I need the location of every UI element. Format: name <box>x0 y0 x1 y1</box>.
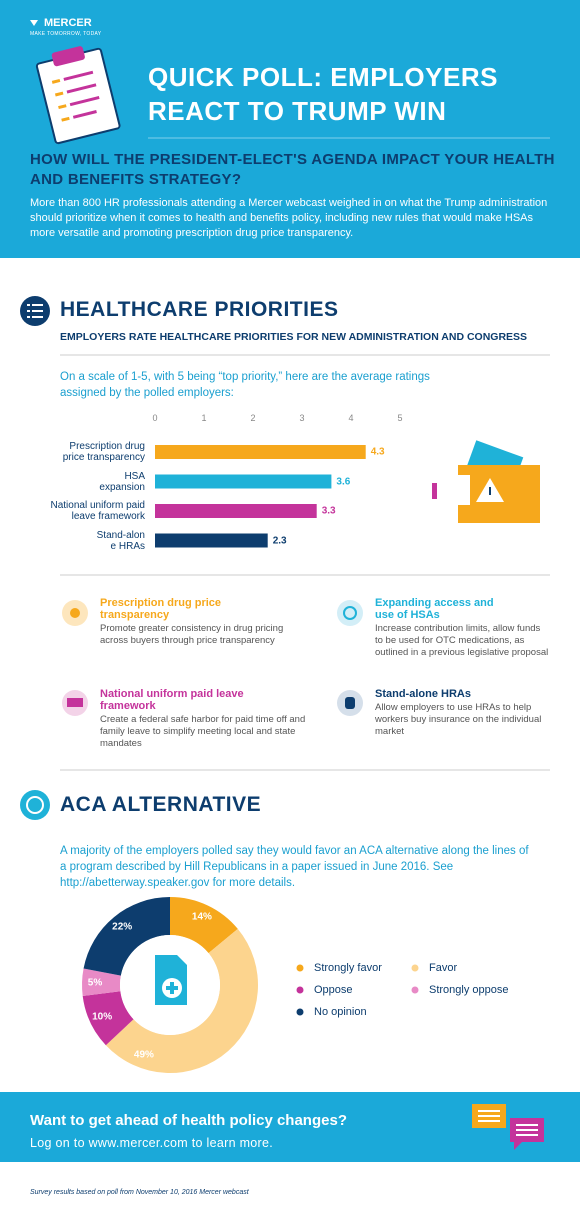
tagline: MAKE TOMORROW, TODAY <box>30 31 102 37</box>
y-tick-label: National uniform paid leave framework <box>50 500 146 522</box>
title: QUICK POLL: EMPLOYERS REACT TO TRUMP WIN <box>148 62 498 126</box>
bar-chart <box>155 445 366 548</box>
legend-swatch <box>296 986 304 994</box>
bar <box>155 533 268 548</box>
brand: MERCER <box>44 17 92 29</box>
legend-label: Favor <box>429 962 458 974</box>
y-tick-label: HSA expansion <box>99 470 145 493</box>
value-label: 4.3 <box>370 446 385 458</box>
chat-icon <box>472 1104 544 1150</box>
aca-text: A majority of the employers polled say t… <box>60 845 529 889</box>
document-icon <box>155 955 187 1005</box>
x-tick-label: 4 <box>348 413 354 423</box>
item-icon <box>345 697 355 709</box>
source-note: Survey results based on poll from Novemb… <box>30 1189 249 1196</box>
value-label: 3.3 <box>321 505 336 517</box>
legend-label: Strongly oppose <box>429 984 509 996</box>
legend-swatch <box>411 986 419 994</box>
item-icon <box>70 608 80 618</box>
section-heading: HEALTHCARE PRIORITIES <box>60 298 339 321</box>
donut-slice <box>82 968 121 997</box>
section-subheading: EMPLOYERS RATE HEALTHCARE PRIORITIES FOR… <box>60 331 528 343</box>
donut-slice <box>105 928 258 1073</box>
scale-note: On a scale of 1-5, with 5 being “top pri… <box>60 371 430 399</box>
donut-slice <box>170 897 238 954</box>
clipboard-icon <box>35 46 121 145</box>
item-text: Increase contribution limits, allow fund… <box>375 623 549 658</box>
item-icon <box>337 600 363 626</box>
x-tick-label: 5 <box>397 413 403 423</box>
logo-mark <box>30 20 38 26</box>
x-tick-label: 1 <box>201 413 207 423</box>
donut-slice <box>82 991 134 1046</box>
donut-slice <box>83 897 170 976</box>
bar <box>155 445 366 459</box>
data-label: 10% <box>92 1011 113 1023</box>
intro: More than 800 HR professionals attending… <box>30 197 548 239</box>
legend-label: Oppose <box>314 984 353 996</box>
list-icon-lines <box>27 304 43 318</box>
item-icon <box>67 698 83 707</box>
legend-label: No opinion <box>314 1006 367 1018</box>
value-label: 2.3 <box>272 535 287 546</box>
item-text: Create a federal safe harbor for paid ti… <box>100 714 306 749</box>
value-label: 3.6 <box>336 476 351 487</box>
data-label: 14% <box>191 911 212 923</box>
aca-icon <box>26 796 44 814</box>
data-label: 22% <box>112 921 133 933</box>
item-text: Allow employers to use HRAs to help work… <box>375 702 542 737</box>
data-label: 49% <box>133 1049 154 1061</box>
item-title: Stand-alone HRAs <box>375 688 471 700</box>
data-label: 5% <box>87 977 103 989</box>
x-tick-label: 2 <box>250 413 256 423</box>
item-text: Promote greater consistency in drug pric… <box>100 623 284 646</box>
y-tick-label: Prescription drug price transparency <box>62 441 145 463</box>
section-heading: ACA ALTERNATIVE <box>60 793 262 816</box>
x-tick-label: 0 <box>152 413 158 423</box>
aca-icon <box>20 790 50 820</box>
legend-swatch <box>411 964 419 972</box>
item-title: Expanding access and use of HSAs <box>375 597 494 621</box>
item-title: Prescription drug price transparency <box>100 597 222 621</box>
folder-illustration <box>432 440 540 523</box>
legend-swatch <box>296 1008 304 1016</box>
legend-swatch <box>296 964 304 972</box>
cta: Want to get ahead of health policy chang… <box>30 1112 347 1129</box>
y-tick-label: Stand-alon e HRAs <box>96 529 145 552</box>
subtitle: HOW WILL THE PRESIDENT-ELECT'S AGENDA IM… <box>30 151 555 188</box>
bar <box>155 504 317 518</box>
cta-link[interactable]: Log on to www.mercer.com to learn more. <box>30 1136 274 1150</box>
item-title: National uniform paid leave framework <box>100 688 244 712</box>
x-tick-label: 3 <box>299 413 305 423</box>
item-icon <box>343 606 357 620</box>
legend-label: Strongly favor <box>314 962 382 974</box>
bar <box>155 474 332 489</box>
donut-chart <box>82 897 419 1073</box>
